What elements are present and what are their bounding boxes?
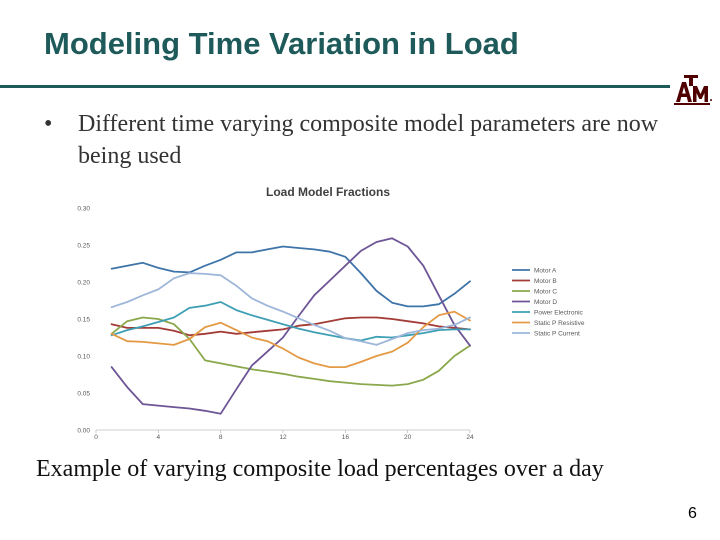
y-axis: 0.00 0.05 0.10 0.15 0.20 0.25 0.30 bbox=[77, 206, 90, 435]
y-tick-label: 0.20 bbox=[77, 280, 90, 287]
y-tick-label: 0.15 bbox=[77, 317, 90, 324]
series-lines bbox=[110, 237, 471, 415]
texas-am-logo-svg bbox=[674, 75, 712, 105]
y-tick-label: 0.10 bbox=[77, 354, 90, 361]
bullet-marker: • bbox=[44, 111, 53, 137]
series-line-motor-c bbox=[110, 316, 471, 387]
page-number: 6 bbox=[688, 505, 697, 522]
texas-am-logo-icon bbox=[673, 74, 713, 106]
y-tick-label: 0.25 bbox=[77, 243, 90, 250]
y-tick-label: 0.30 bbox=[77, 206, 90, 213]
series-line-motor-a bbox=[110, 245, 471, 308]
x-tick-label: 20 bbox=[404, 434, 412, 440]
title-divider bbox=[0, 85, 670, 88]
bullet-text: Different time varying composite model p… bbox=[78, 111, 659, 169]
chart-background bbox=[66, 178, 590, 440]
legend-label: Motor C bbox=[534, 288, 557, 295]
x-tick-label: 0 bbox=[94, 434, 98, 440]
x-tick-label: 16 bbox=[342, 434, 350, 440]
slide-title: Modeling Time Variation in Load bbox=[44, 26, 519, 61]
x-tick-label: 12 bbox=[279, 434, 287, 440]
legend-label: Motor D bbox=[534, 299, 557, 306]
legend-label: Power Electronic bbox=[534, 309, 584, 316]
x-tick-label: 24 bbox=[466, 434, 474, 440]
chart-title: Load Model Fractions bbox=[266, 185, 390, 199]
series-line-static-p-resistive bbox=[110, 310, 471, 369]
legend-label: Static P Resistive bbox=[534, 320, 585, 327]
legend: Motor A Motor B Motor C Motor D Power Electr… bbox=[512, 267, 585, 337]
legend-label: Motor A bbox=[534, 267, 557, 274]
load-model-fractions-chart: Load Model Fractions 0.00 0.05 0.10 0.15 0.2… bbox=[66, 178, 590, 440]
x-axis: 0 4 8 12 16 20 24 bbox=[94, 429, 474, 440]
x-tick-label: 8 bbox=[219, 434, 223, 440]
legend-label: Static P Current bbox=[534, 330, 580, 337]
legend-label: Motor B bbox=[534, 278, 557, 285]
series-line-power-electronic bbox=[110, 301, 471, 342]
chart-svg: Load Model Fractions 0.00 0.05 0.10 0.15 0.2… bbox=[66, 178, 590, 440]
y-tick-label: 0.00 bbox=[77, 428, 90, 435]
figure-caption: Example of varying composite load percen… bbox=[36, 456, 604, 482]
x-tick-label: 4 bbox=[157, 434, 161, 440]
series-line-static-p-current bbox=[110, 272, 471, 346]
y-tick-label: 0.05 bbox=[77, 391, 90, 398]
